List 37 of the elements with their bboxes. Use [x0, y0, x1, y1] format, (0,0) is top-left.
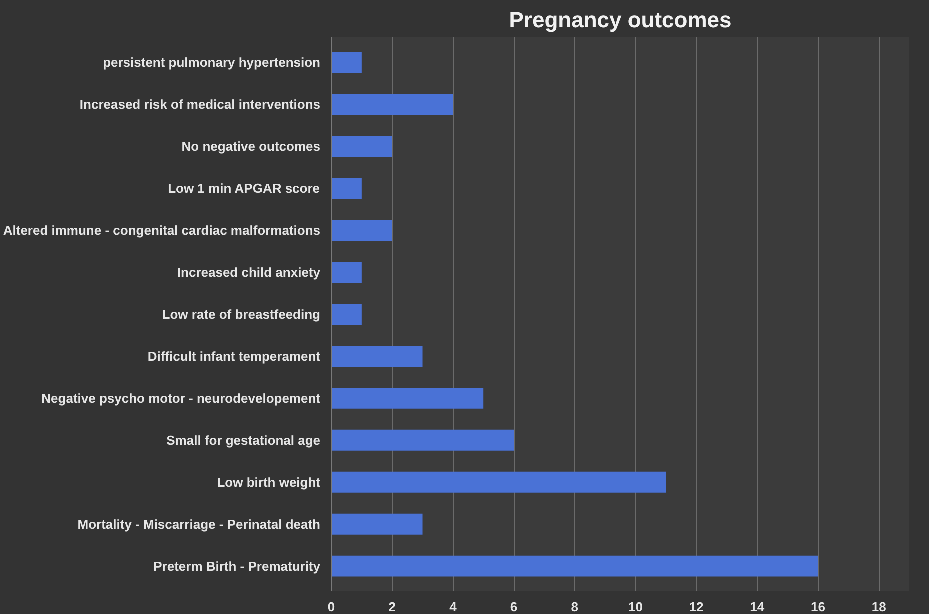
bar — [332, 52, 362, 74]
x-tick-label: 8 — [571, 600, 578, 614]
y-tick-label: Low birth weight — [217, 474, 322, 490]
bar — [332, 472, 666, 493]
bar — [332, 514, 423, 535]
bar — [332, 136, 392, 158]
x-tick-label: 2 — [388, 600, 396, 614]
y-tick-label: Negative psycho motor - neurodevelopement — [42, 390, 322, 406]
y-tick-label: Increased risk of medical interventions — [80, 97, 321, 112]
y-tick-label: Preterm Birth - Prematurity — [154, 558, 322, 574]
bar — [332, 262, 362, 284]
chart-title: Pregnancy outcomes — [509, 8, 732, 32]
bar — [332, 346, 423, 367]
x-tick-label: 10 — [628, 600, 643, 614]
x-tick-label: 6 — [510, 600, 518, 614]
bar — [332, 556, 818, 577]
y-tick-label: Difficult infant temperament — [148, 348, 322, 364]
bar — [332, 178, 362, 200]
bar — [332, 94, 454, 116]
bar — [332, 304, 362, 325]
y-tick-label: Increased child anxiety — [177, 265, 322, 280]
y-tick-label: Small for gestational age — [166, 432, 320, 448]
bar — [332, 430, 514, 451]
x-tick-label: 16 — [811, 600, 826, 614]
bar — [332, 220, 392, 242]
bar — [332, 388, 484, 409]
x-tick-label: 14 — [750, 600, 766, 614]
y-tick-label: Low 1 min APGAR score — [168, 181, 320, 196]
y-tick-label: No negative outcomes — [182, 139, 321, 154]
y-tick-label: Mortality - Miscarriage - Perinatal death — [78, 516, 321, 532]
y-tick-label: persistent pulmonary hypertension — [103, 55, 321, 70]
x-tick-label: 12 — [689, 600, 704, 614]
x-tick-label: 4 — [450, 600, 458, 614]
y-tick-label: Altered immune - congenital cardiac malformations — [3, 223, 321, 238]
x-tick-label: 18 — [872, 600, 886, 614]
y-tick-label: Low rate of breastfeeding — [162, 307, 321, 322]
x-tick-label: 0 — [328, 600, 336, 614]
